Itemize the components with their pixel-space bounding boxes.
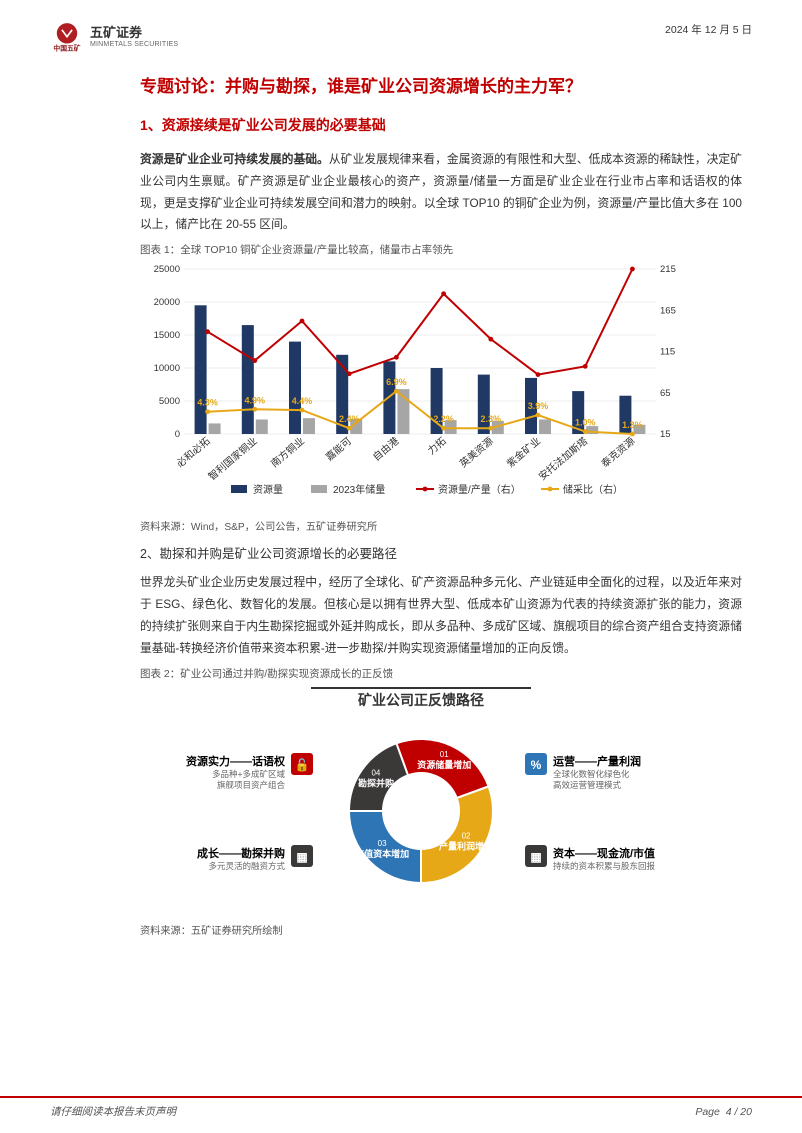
chart2-source: 资料来源：五矿证券研究所绘制 [140, 922, 742, 937]
section1-paragraph: 资源是矿业企业可持续发展的基础。从矿业发展规律来看，金属资源的有限性和大型、低成… [140, 149, 742, 236]
svg-text:15000: 15000 [154, 330, 180, 341]
page-number: Page 4 / 20 [695, 1106, 752, 1118]
svg-text:10000: 10000 [154, 363, 180, 374]
svg-text:多品种+多成矿区域: 多品种+多成矿区域 [212, 769, 285, 779]
svg-text:资源量/产量（右）: 资源量/产量（右） [438, 483, 521, 496]
svg-text:%: % [531, 758, 542, 772]
page-footer: 请仔细阅读本报告末页声明 Page 4 / 20 [0, 1096, 802, 1119]
svg-text:矿业公司正反馈路径: 矿业公司正反馈路径 [358, 692, 484, 708]
chart2-caption: 图表 2：矿业公司通过并购/勘探实现资源成长的正反馈 [140, 666, 742, 681]
svg-text:6.9%: 6.9% [386, 377, 407, 387]
svg-text:南方铜业: 南方铜业 [268, 435, 307, 471]
svg-text:1.3%: 1.3% [622, 420, 643, 430]
svg-text:5000: 5000 [159, 396, 180, 407]
svg-text:1.0%: 1.0% [575, 418, 596, 428]
svg-text:持续的资本积累与股东回报: 持续的资本积累与股东回报 [553, 861, 656, 871]
svg-text:01: 01 [440, 750, 449, 759]
svg-text:勘探并购: 勘探并购 [358, 777, 394, 788]
svg-text:资源实力——话语权: 资源实力——话语权 [186, 754, 286, 768]
svg-text:04: 04 [371, 768, 380, 777]
svg-text:15: 15 [660, 429, 671, 440]
svg-text:运营——产量利润: 运营——产量利润 [553, 754, 641, 768]
document-title: 专题讨论：并购与勘探，谁是矿业公司资源增长的主力军？ [140, 72, 742, 97]
svg-text:🔓: 🔓 [295, 758, 310, 772]
svg-text:4.9%: 4.9% [245, 396, 266, 406]
svg-text:115: 115 [660, 347, 675, 358]
svg-text:安托法加斯塔: 安托法加斯塔 [536, 435, 590, 484]
content-area: 专题讨论：并购与勘探，谁是矿业公司资源增长的主力军？ 1、资源接续是矿业公司发展… [0, 72, 802, 937]
svg-text:165: 165 [660, 306, 676, 317]
section2-heading: 2、勘探和并购是矿业公司资源增长的必要路径 [140, 543, 742, 562]
brand-name-en: MINMETALS SECURITIES [90, 41, 178, 48]
svg-text:力拓: 力拓 [425, 435, 449, 458]
svg-text:中国五矿: 中国五矿 [53, 43, 80, 52]
page-header: 中国五矿 五矿证券 MINMETALS SECURITIES 2024 年 12… [0, 0, 802, 60]
svg-text:自由港: 自由港 [370, 435, 401, 464]
chart2: 矿业公司正反馈路径 01资源储量增加 02产量利润增加 03市值资本增加 04勘探并购 🔓… [136, 683, 706, 913]
chart1: 0 5000 10000 15000 20000 25000 15 65 115 165 215 4.… [136, 259, 706, 509]
footer-disclaimer: 请仔细阅读本报告末页声明 [50, 1104, 176, 1119]
svg-text:▦: ▦ [296, 850, 307, 864]
svg-text:多元灵活的融资方式: 多元灵活的融资方式 [208, 861, 285, 871]
brand-name: 五矿证券 [90, 22, 178, 41]
section2-paragraph: 世界龙头矿业企业历史发展过程中，经历了全球化、矿产资源品种多元化、产业链延申全面… [140, 572, 742, 659]
svg-text:02: 02 [462, 831, 471, 840]
svg-text:3.9%: 3.9% [528, 401, 549, 411]
svg-text:0: 0 [175, 429, 180, 440]
svg-text:资源量: 资源量 [253, 483, 283, 496]
logo-block: 中国五矿 五矿证券 MINMETALS SECURITIES [50, 18, 178, 52]
svg-text:215: 215 [660, 264, 676, 275]
svg-text:市值资本增加: 市值资本增加 [355, 847, 409, 858]
report-date: 2024 年 12 月 5 日 [665, 22, 752, 37]
svg-text:全球化数智化绿色化: 全球化数智化绿色化 [553, 769, 630, 779]
svg-text:成长——勘探并购: 成长——勘探并购 [197, 846, 285, 860]
svg-text:产量利润增加: 产量利润增加 [439, 840, 493, 851]
chart1-caption: 图表 1：全球 TOP10 铜矿企业资源量/产量比较高，储量市占率领先 [140, 242, 742, 257]
section1-heading: 1、资源接续是矿业公司发展的必要基础 [140, 115, 742, 135]
svg-text:储采比（右）: 储采比（右） [563, 483, 623, 496]
svg-text:嘉能可: 嘉能可 [323, 435, 354, 464]
svg-text:▦: ▦ [530, 850, 541, 864]
svg-text:资源储量增加: 资源储量增加 [417, 759, 471, 770]
svg-text:英美资源: 英美资源 [457, 435, 496, 471]
svg-text:旗舰项目资产组合: 旗舰项目资产组合 [217, 780, 286, 790]
svg-text:智利国家铜业: 智利国家铜业 [205, 435, 259, 484]
svg-text:高效运营管理模式: 高效运营管理模式 [553, 780, 622, 790]
svg-text:2.3%: 2.3% [481, 414, 502, 424]
chart1-source: 资料来源：Wind，S&P，公司公告，五矿证券研究所 [140, 518, 742, 533]
svg-text:4.3%: 4.3% [197, 398, 218, 408]
svg-text:25000: 25000 [154, 264, 180, 275]
svg-text:65: 65 [660, 388, 671, 399]
svg-text:20000: 20000 [154, 297, 180, 308]
svg-text:03: 03 [378, 838, 387, 847]
svg-text:资本——现金流/市值: 资本——现金流/市值 [553, 846, 655, 860]
svg-text:泰克资源: 泰克资源 [598, 435, 637, 471]
svg-text:2023年储量: 2023年储量 [333, 483, 385, 496]
svg-text:紫金矿业: 紫金矿业 [504, 435, 543, 471]
company-logo-icon: 中国五矿 [50, 18, 84, 52]
svg-text:4.4%: 4.4% [292, 396, 313, 406]
